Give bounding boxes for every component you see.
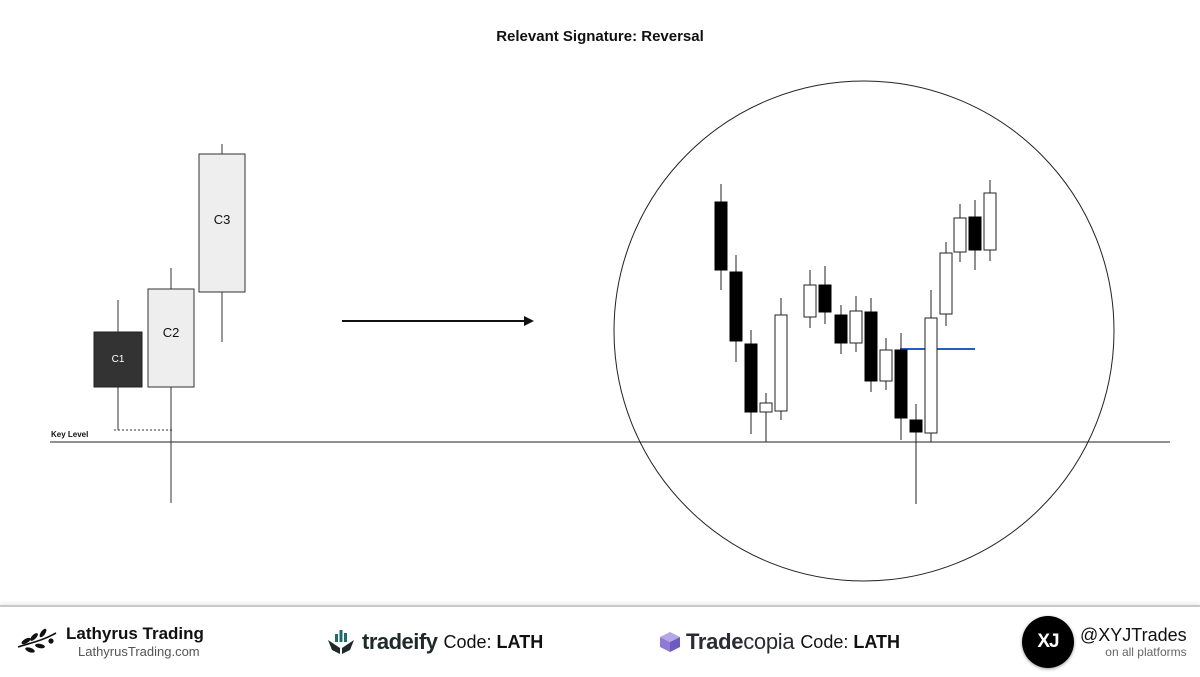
tradeify-brand: tradeify [362, 629, 438, 654]
lathyrus-name: Lathyrus Trading [66, 624, 204, 643]
example-candle [879, 338, 893, 390]
example-candle [864, 298, 878, 392]
olive-branch-icon [17, 628, 57, 653]
reversal-diagram: Key Level C1 C2 C3 [50, 80, 1170, 582]
candle-c1-label: C1 [112, 354, 125, 365]
candle-c3: C3 [198, 144, 246, 342]
tradecopia-cube-icon [660, 632, 680, 652]
tradecopia-code: Code: LATH [800, 631, 901, 652]
example-candle [774, 298, 788, 420]
tradeify-block: tradeify Code: LATH [326, 607, 543, 677]
tradeify-code: Code: LATH [443, 631, 544, 652]
example-candle [759, 393, 773, 442]
example-candle [849, 296, 863, 352]
lathyrus-block: Lathyrus Trading LathyrusTrading.com [16, 607, 204, 677]
key-level-label: Key Level [51, 430, 88, 439]
arrow [342, 316, 534, 326]
tradecopia-code-value: LATH [853, 631, 901, 652]
example-candle [818, 266, 832, 324]
candle-c1: C1 [93, 300, 143, 430]
example-candle [834, 305, 848, 354]
example-candle [803, 270, 817, 328]
example-candle [909, 404, 923, 504]
example-candle [939, 242, 953, 326]
tradeify-code-value: LATH [496, 631, 544, 652]
xyj-block: XJ @XYJTrades on all platforms [1022, 607, 1187, 677]
candle-c3-label: C3 [214, 212, 231, 227]
tradecopia-brand: Tradecopia [686, 629, 795, 654]
example-candle [968, 200, 982, 270]
focus-circle [613, 80, 1115, 582]
example-candle [894, 333, 908, 440]
lathyrus-url[interactable]: LathyrusTrading.com [78, 644, 200, 659]
example-candle [983, 180, 997, 261]
example-candle [714, 184, 728, 290]
example-candle [953, 204, 967, 262]
example-candle [729, 255, 743, 362]
xyj-handle[interactable]: @XYJTrades [1080, 625, 1187, 645]
footer: Lathyrus Trading LathyrusTrading.com tra… [0, 605, 1200, 677]
candle-c2: C2 [147, 268, 195, 503]
tradecopia-block: Tradecopia Code: LATH [658, 607, 900, 677]
example-candles [714, 180, 997, 504]
example-candle [744, 330, 758, 434]
tradeify-hands-icon [328, 630, 354, 654]
diagram-title: Relevant Signature: Reversal [496, 28, 704, 45]
example-candle [924, 290, 938, 442]
xyj-sub: on all platforms [1105, 645, 1187, 659]
candle-c2-label: C2 [163, 325, 180, 340]
xyj-logo-icon: XJ [1022, 616, 1074, 668]
